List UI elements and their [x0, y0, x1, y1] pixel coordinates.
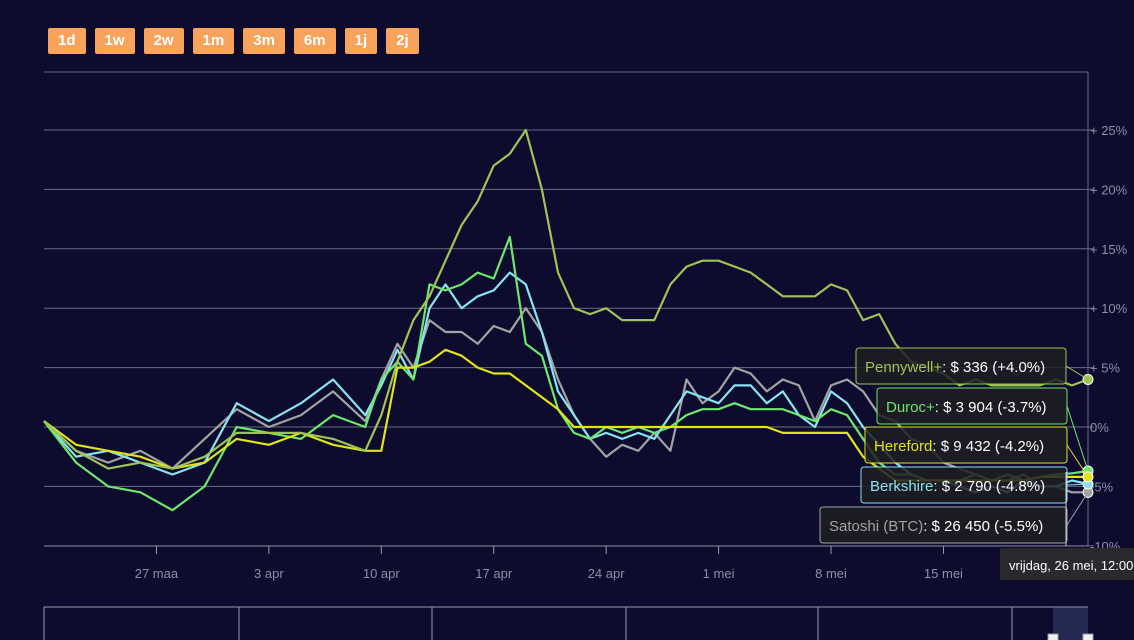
series-price: $ 3 904 — [943, 399, 993, 416]
x-tick-label: 17 apr — [475, 566, 513, 581]
series-label-text: Pennywell+: $ 336 (+4.0%) — [865, 359, 1045, 376]
range-button-2j[interactable]: 2j — [386, 28, 419, 54]
range-button-2w[interactable]: 2w — [143, 28, 184, 54]
range-button-1d[interactable]: 1d — [48, 28, 86, 54]
series-label-box: Hereford: $ 9 432 (-4.2%) — [864, 426, 1089, 478]
series-label-text: Duroc+: $ 3 904 (-3.7%) — [886, 399, 1047, 416]
range-button-1j[interactable]: 1j — [344, 28, 378, 54]
label-connector — [1066, 405, 1089, 472]
series-name: Pennywell+ — [865, 359, 942, 376]
label-background — [876, 387, 1068, 425]
y-tick-label: + 10% — [1090, 301, 1128, 316]
series-change: (+4.0%) — [992, 359, 1045, 376]
label-connector — [1066, 492, 1089, 526]
series-change: (-4.8%) — [996, 478, 1045, 495]
x-tick-label: 15 mei — [924, 566, 963, 581]
x-tick-label: 27 maa — [135, 566, 179, 581]
range-selector: 1d 1w 2w 1m 3m 6m 1j 2j — [48, 28, 419, 54]
series-price: $ 26 450 — [932, 518, 990, 535]
y-tick-label: + 25% — [1090, 123, 1128, 138]
y-tick-label: + 5% — [1090, 361, 1120, 376]
series-label-box: Berkshire: $ 2 790 (-4.8%) — [860, 466, 1089, 504]
series-change: (-3.7%) — [997, 399, 1046, 416]
y-tick-label: 0% — [1090, 420, 1109, 435]
label-background — [855, 347, 1067, 385]
series-label-box: Duroc+: $ 3 904 (-3.7%) — [876, 387, 1089, 472]
label-separator: : — [923, 518, 931, 535]
series-change: (-5.5%) — [994, 518, 1043, 535]
label-separator: : — [932, 438, 940, 455]
label-separator: : — [933, 478, 941, 495]
y-axis-ticks: + 25%+ 20%+ 15%+ 10%+ 5%0%-5%-10% — [1088, 123, 1128, 554]
y-tick-label: -5% — [1090, 479, 1114, 494]
x-tick-label: 3 apr — [254, 566, 284, 581]
navigator-right-handle[interactable] — [1082, 633, 1094, 640]
date-tooltip: vrijdag, 26 mei, 12:00- — [1000, 472, 1134, 580]
label-separator: : — [942, 359, 950, 376]
label-separator: : — [935, 399, 943, 416]
series-price: $ 9 432 — [941, 438, 991, 455]
series-label-box: Satoshi (BTC): $ 26 450 (-5.5%) — [819, 492, 1089, 544]
label-connector — [1066, 483, 1089, 486]
series-labels: Pennywell+: $ 336 (+4.0%) Duroc+: $ 3 904… — [819, 347, 1089, 544]
tooltip-background — [1000, 548, 1134, 580]
navigator[interactable] — [43, 606, 1094, 640]
y-tick-label: + 20% — [1090, 182, 1128, 197]
series-price: $ 2 790 — [942, 478, 992, 495]
navigator-selection[interactable] — [1053, 607, 1088, 640]
navigator-left-handle[interactable] — [1047, 633, 1059, 640]
x-tick-label: 1 mei — [703, 566, 735, 581]
range-button-1w[interactable]: 1w — [94, 28, 135, 54]
label-background — [819, 506, 1068, 544]
range-button-1m[interactable]: 1m — [192, 28, 235, 54]
range-button-6m[interactable]: 6m — [293, 28, 336, 54]
series-price: $ 336 — [950, 359, 988, 376]
series-name: Berkshire — [870, 478, 933, 495]
label-connector — [1065, 365, 1089, 380]
series-label-text: Berkshire: $ 2 790 (-4.8%) — [870, 478, 1045, 495]
x-tick-label: 24 apr — [588, 566, 626, 581]
series-name: Satoshi (BTC) — [829, 518, 923, 535]
x-tick-label: 10 apr — [363, 566, 401, 581]
label-background — [864, 426, 1068, 464]
label-connector — [1066, 444, 1089, 478]
x-tick-label: 8 mei — [815, 566, 847, 581]
series-label-text: Hereford: $ 9 432 (-4.2%) — [874, 438, 1044, 455]
y-tick-label: + 15% — [1090, 242, 1128, 257]
label-background — [860, 466, 1068, 504]
series-label-box: Pennywell+: $ 336 (+4.0%) — [855, 347, 1089, 385]
series-name: Duroc+ — [886, 399, 935, 416]
series-label-text: Satoshi (BTC): $ 26 450 (-5.5%) — [829, 518, 1043, 535]
series-name: Hereford — [874, 438, 932, 455]
x-axis-ticks: 27 maa 3 apr 10 apr 17 apr 24 apr 1 mei 8 mei 1… — [135, 546, 963, 581]
series-change: (-4.2%) — [995, 438, 1044, 455]
range-button-3m[interactable]: 3m — [243, 28, 285, 54]
tooltip-date: vrijdag, 26 mei, 12:00- — [1009, 558, 1134, 573]
